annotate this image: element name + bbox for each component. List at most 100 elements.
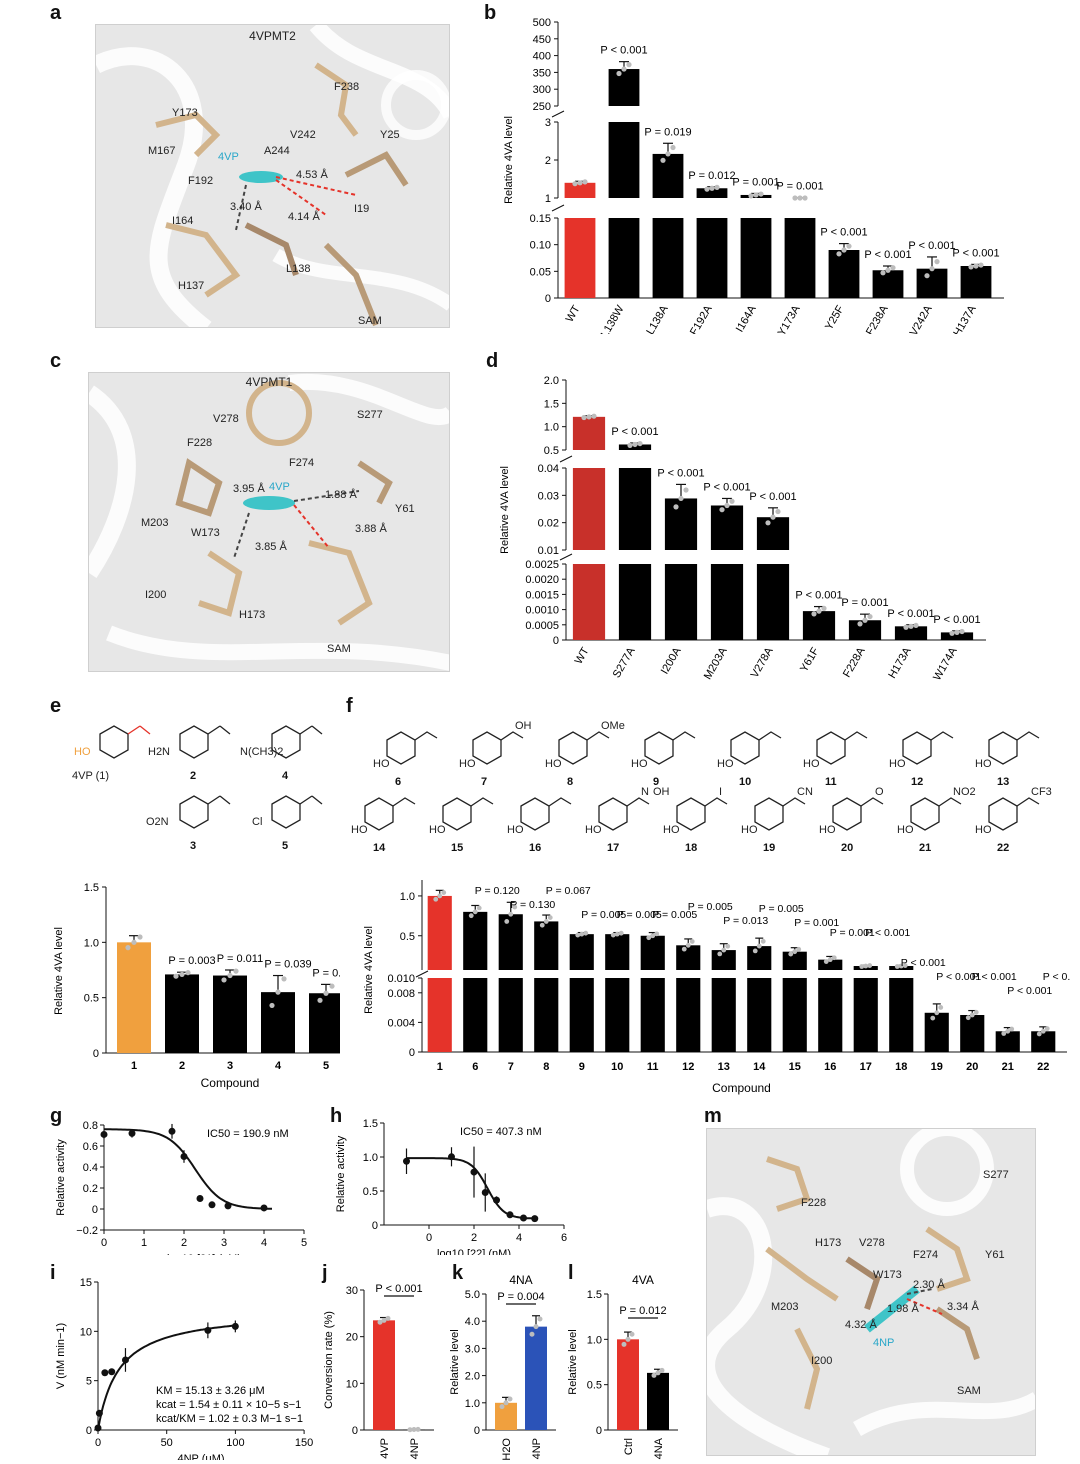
panel-label-b: b [484, 2, 497, 24]
data-point [903, 624, 909, 630]
p-value-label: P = 0.004 [497, 1291, 544, 1303]
compound-number: 13 [997, 776, 1010, 788]
data-point [655, 1370, 661, 1376]
data-point [493, 1196, 500, 1204]
x-tick-label: 22 [1037, 1061, 1049, 1073]
data-point [665, 151, 671, 157]
x-tick-label: 4VP [379, 1438, 391, 1459]
data-point [659, 1367, 665, 1373]
data-point [275, 989, 281, 995]
data-point [625, 1336, 631, 1342]
data-point [381, 1317, 387, 1323]
data-point [101, 1369, 109, 1377]
compound-number: 4 [282, 770, 289, 782]
hydroxyl-label: HO [741, 824, 758, 836]
hydroxyl-label: HO [351, 824, 368, 836]
x-tick-label: F238A [864, 303, 891, 334]
x-tick-label: 3 [227, 1060, 233, 1072]
chart-f: Relative 4VA level 0 0.004 0.008 0.010 0.5 1.0… [363, 880, 1070, 1095]
data-point [788, 951, 794, 957]
x-tick-label: 100 [226, 1437, 244, 1449]
bar [818, 959, 843, 970]
data-point [533, 1324, 539, 1330]
x-tick-label: 4NP [531, 1438, 543, 1459]
bar [940, 632, 974, 640]
side-chain [938, 797, 962, 807]
data-point [537, 1316, 543, 1322]
data-point [433, 896, 439, 902]
bar [848, 620, 882, 640]
data-point [470, 1168, 478, 1176]
x-axis-label: log10 [21] (nM) [167, 1253, 241, 1255]
bar [608, 218, 640, 298]
ligand-substituent: O2N [146, 816, 169, 828]
compound-number: 22 [997, 842, 1010, 854]
p-value-label: P < 0.001 [375, 1283, 422, 1295]
y-axis-label: Relative level [567, 1329, 579, 1394]
p-value-label: P < 0.001 [1007, 985, 1052, 997]
bar [740, 218, 772, 298]
p-value-label: P = 0.007 [312, 967, 340, 979]
compound-number: 12 [911, 776, 924, 788]
side-chain [470, 797, 494, 807]
residue-label: I19 [354, 203, 370, 215]
data-point [938, 1005, 944, 1010]
panel-label-i: i [50, 1262, 56, 1284]
bar [261, 992, 295, 1053]
data-point [660, 157, 666, 163]
data-point [797, 195, 803, 201]
y-tick-label: 1.5 [363, 1118, 378, 1130]
data-point [441, 890, 447, 895]
compound-number: 19 [763, 842, 776, 854]
data-point [582, 179, 588, 185]
x-axis-label: Compound [712, 1081, 771, 1095]
data-point [437, 893, 443, 899]
y-tick-label: 0.0010 [525, 605, 559, 617]
bar [572, 564, 606, 640]
y-tick-label: 0.0015 [525, 589, 559, 601]
bar [647, 1372, 669, 1430]
compound-number: 10 [739, 776, 752, 788]
substituent-label: OH [653, 786, 670, 798]
data-point [792, 195, 798, 201]
data-point [978, 262, 984, 268]
bar [463, 978, 488, 1052]
side-chain [704, 797, 728, 807]
bar [710, 564, 744, 640]
bar [696, 218, 728, 298]
data-point [185, 970, 191, 976]
y-tick-label: 0.10 [530, 240, 551, 252]
y-tick-label: 400 [533, 51, 551, 63]
y-axis-label: Relative 4VA level [53, 927, 65, 1015]
y-tick-label: 500 [533, 17, 551, 29]
benzene-ring [988, 731, 1018, 765]
p-value-label: P = 0.120 [475, 885, 520, 897]
y-axis-label: Relative activity [55, 1139, 67, 1216]
bar [373, 1320, 395, 1430]
data-point [108, 1368, 116, 1376]
data-point [760, 938, 766, 944]
hydroxyl-label: HO [507, 824, 524, 836]
y-tick-label: 0.15 [530, 213, 551, 225]
y-tick-label: 0.004 [387, 1017, 415, 1029]
residue-label: V278 [213, 413, 239, 425]
bar [652, 218, 684, 298]
data-point [934, 259, 940, 265]
y-tick-label: 5 [86, 1376, 92, 1388]
x-tick-label: 14 [753, 1061, 766, 1073]
y-axis-label: Relative 4VA level [499, 466, 511, 554]
x-tick-label: 6 [472, 1061, 478, 1073]
y-axis-label: Relative level [449, 1329, 461, 1394]
p-value-label: P = 0.013 [723, 915, 768, 927]
p-value-label: P = 0.019 [644, 126, 691, 138]
data-point [908, 623, 914, 629]
residue-label: H173 [815, 1237, 842, 1249]
data-point [629, 1331, 635, 1337]
residue-label: W173 [191, 527, 220, 539]
bar [664, 564, 698, 640]
distance-label: 3.88 Å [355, 523, 387, 535]
data-point [724, 502, 730, 509]
data-point [415, 1426, 421, 1432]
side-chain [672, 731, 696, 741]
data-point [811, 611, 817, 617]
